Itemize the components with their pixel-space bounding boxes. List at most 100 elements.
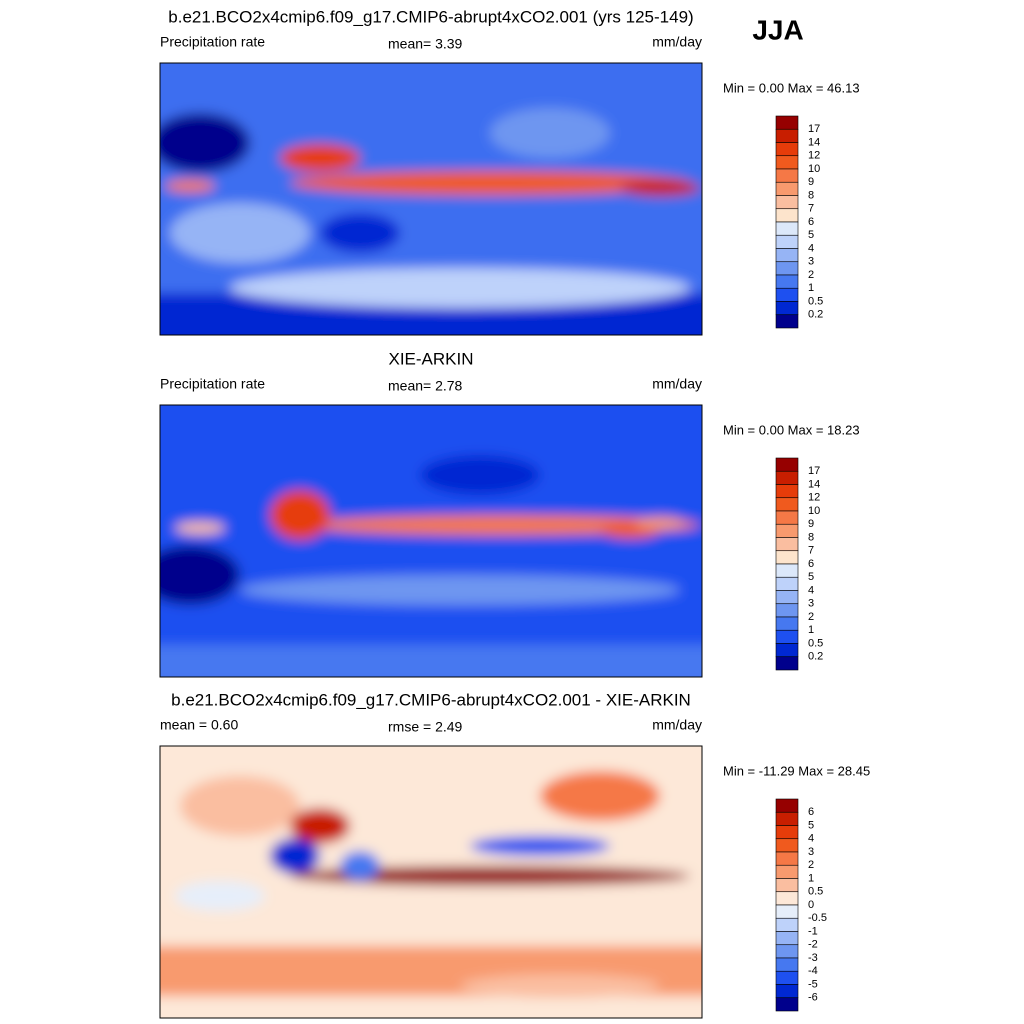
- colorbar-label: 8: [808, 531, 814, 543]
- colorbar-label: 5: [808, 571, 814, 583]
- colorbar-box: [775, 590, 799, 605]
- colorbar-label: 4: [808, 833, 814, 845]
- colorbar-label: -5: [808, 978, 818, 990]
- colorbar-box: [775, 168, 799, 183]
- colorbar-box: [775, 603, 799, 618]
- colorbar-label: 0: [808, 899, 814, 911]
- colorbar-label: 0.2: [808, 651, 823, 663]
- colorbar-label: 17: [808, 465, 820, 477]
- colorbar-label: -3: [808, 952, 818, 964]
- colorbar-box: [775, 523, 799, 538]
- colorbar-box: [775, 470, 799, 485]
- map: [159, 62, 703, 336]
- map: [159, 745, 703, 1019]
- colorbar-box: [775, 181, 799, 196]
- colorbar-box: [775, 155, 799, 170]
- colorbar-label: 0.2: [808, 309, 823, 321]
- colorbar-label: 1: [808, 282, 814, 294]
- min-max: Min = -11.29 Max = 28.45: [723, 763, 870, 778]
- colorbar-label: 1: [808, 624, 814, 636]
- colorbar-label: 10: [808, 163, 820, 175]
- colorbar-box: [775, 944, 799, 959]
- right-label: mm/day: [652, 34, 702, 50]
- colorbar-box: [775, 510, 799, 525]
- colorbar-box: [775, 798, 799, 813]
- colorbar-box: [775, 484, 799, 499]
- colorbar-label: 2: [808, 269, 814, 281]
- colorbar-label: 2: [808, 611, 814, 623]
- colorbar-label: 5: [808, 229, 814, 241]
- colorbar-box: [775, 195, 799, 210]
- colorbar-label: 9: [808, 518, 814, 530]
- colorbar-label: 2: [808, 859, 814, 871]
- colorbar-box: [775, 287, 799, 302]
- colorbar-box: [775, 234, 799, 249]
- colorbar-box: [775, 616, 799, 631]
- colorbar-box: [775, 208, 799, 223]
- colorbar-label: 9: [808, 176, 814, 188]
- colorbar-label: 14: [808, 478, 820, 490]
- map: [159, 404, 703, 678]
- season: JJA: [752, 14, 803, 45]
- colorbar-box: [775, 656, 799, 671]
- colorbar-label: -1: [808, 925, 818, 937]
- right-label: mm/day: [652, 376, 702, 392]
- colorbar-box: [775, 931, 799, 946]
- left-label: Precipitation rate: [160, 376, 265, 392]
- colorbar-label: -4: [808, 965, 818, 977]
- colorbar-label: 0.5: [808, 637, 823, 649]
- colorbar-box: [775, 838, 799, 853]
- colorbar-box: [775, 261, 799, 276]
- colorbar-box: [775, 221, 799, 236]
- colorbar-box: [775, 314, 799, 329]
- colorbar-label: 5: [808, 819, 814, 831]
- colorbar-box: [775, 643, 799, 658]
- colorbar-label: 6: [808, 216, 814, 228]
- center-label: mean= 3.39: [388, 36, 463, 52]
- colorbar-box: [775, 917, 799, 932]
- colorbar-box: [775, 891, 799, 906]
- center-label: rmse = 2.49: [388, 719, 463, 735]
- colorbar-box: [775, 274, 799, 289]
- colorbar-label: 17: [808, 123, 820, 135]
- colorbar-label: 12: [808, 492, 820, 504]
- colorbar-box: [775, 576, 799, 591]
- colorbar-label: 4: [808, 242, 814, 254]
- min-max: Min = 0.00 Max = 46.13: [723, 80, 860, 95]
- colorbar-box: [775, 851, 799, 866]
- colorbar-box: [775, 904, 799, 919]
- colorbar-label: 10: [808, 505, 820, 517]
- colorbar-box: [775, 537, 799, 552]
- colorbar-box: [775, 550, 799, 565]
- colorbar-label: -2: [808, 939, 818, 951]
- colorbar-label: 0.5: [808, 295, 823, 307]
- colorbar-label: 7: [808, 545, 814, 557]
- colorbar-box: [775, 878, 799, 893]
- colorbar-box: [775, 864, 799, 879]
- colorbar-label: -0.5: [808, 912, 827, 924]
- colorbar-box: [775, 957, 799, 972]
- panel-title: b.e21.BCO2x4cmip6.f09_g17.CMIP6-abrupt4x…: [168, 7, 693, 26]
- colorbar-box: [775, 970, 799, 985]
- colorbar-box: [775, 457, 799, 472]
- colorbar-box: [775, 115, 799, 130]
- colorbar-box: [775, 629, 799, 644]
- colorbar-box: [775, 984, 799, 999]
- panel-title: XIE-ARKIN: [388, 349, 473, 368]
- panel-title: b.e21.BCO2x4cmip6.f09_g17.CMIP6-abrupt4x…: [171, 690, 691, 709]
- colorbar-label: 14: [808, 136, 820, 148]
- colorbar-box: [775, 997, 799, 1012]
- colorbar-label: 3: [808, 598, 814, 610]
- colorbar-label: 8: [808, 189, 814, 201]
- colorbar-box: [775, 142, 799, 157]
- colorbar-label: 6: [808, 558, 814, 570]
- right-label: mm/day: [652, 717, 702, 733]
- colorbar-box: [775, 811, 799, 826]
- colorbar-label: 6: [808, 806, 814, 818]
- colorbar-box: [775, 128, 799, 143]
- colorbar-box: [775, 248, 799, 263]
- colorbar-label: 7: [808, 203, 814, 215]
- colorbar-box: [775, 497, 799, 512]
- colorbar-label: 4: [808, 584, 814, 596]
